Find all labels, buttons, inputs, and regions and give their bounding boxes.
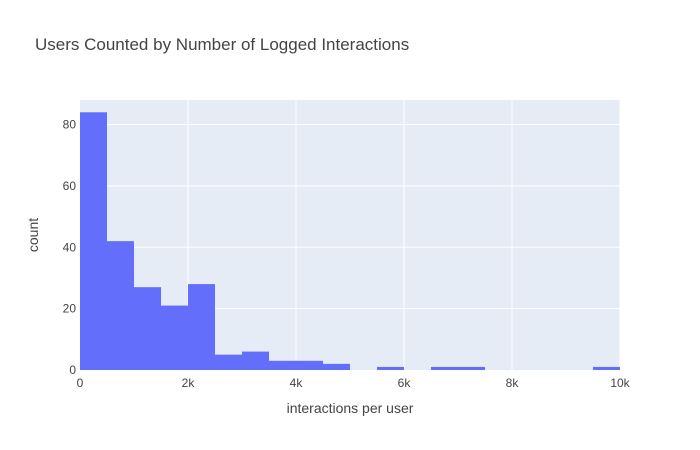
histogram-bar [107, 241, 134, 370]
x-tick-label: 0 [77, 376, 84, 390]
y-tick-label: 80 [63, 118, 77, 132]
x-tick-label: 2k [182, 376, 196, 390]
histogram-bar [215, 354, 242, 370]
y-tick-label: 40 [63, 240, 77, 254]
y-tick-label: 60 [63, 179, 77, 193]
x-axis-ticks: 0 2k 4k 6k 8k 10k [77, 376, 631, 390]
y-tick-label: 0 [69, 363, 76, 377]
histogram-bar [431, 366, 458, 370]
histogram-bar [593, 366, 620, 370]
grid-lines [80, 100, 621, 370]
histogram-bar [296, 360, 323, 370]
histogram-bar [458, 366, 485, 370]
y-axis-title: count [25, 218, 41, 252]
histogram-bar [323, 363, 350, 370]
y-axis-ticks: 0 20 40 60 80 [63, 118, 77, 377]
x-tick-label: 8k [506, 376, 520, 390]
histogram-bar [134, 287, 161, 370]
chart-title: Users Counted by Number of Logged Intera… [35, 35, 409, 54]
histogram-bar [80, 112, 107, 370]
x-tick-label: 10k [610, 376, 630, 390]
x-tick-label: 4k [290, 376, 304, 390]
x-tick-label: 6k [398, 376, 412, 390]
histogram-bar [242, 351, 269, 370]
y-tick-label: 20 [63, 302, 77, 316]
x-axis-title: interactions per user [287, 400, 414, 416]
histogram-bar [269, 360, 296, 370]
histogram-bar [161, 305, 188, 370]
histogram-bar [377, 366, 404, 370]
histogram-bar [188, 284, 215, 370]
bars [80, 112, 620, 370]
